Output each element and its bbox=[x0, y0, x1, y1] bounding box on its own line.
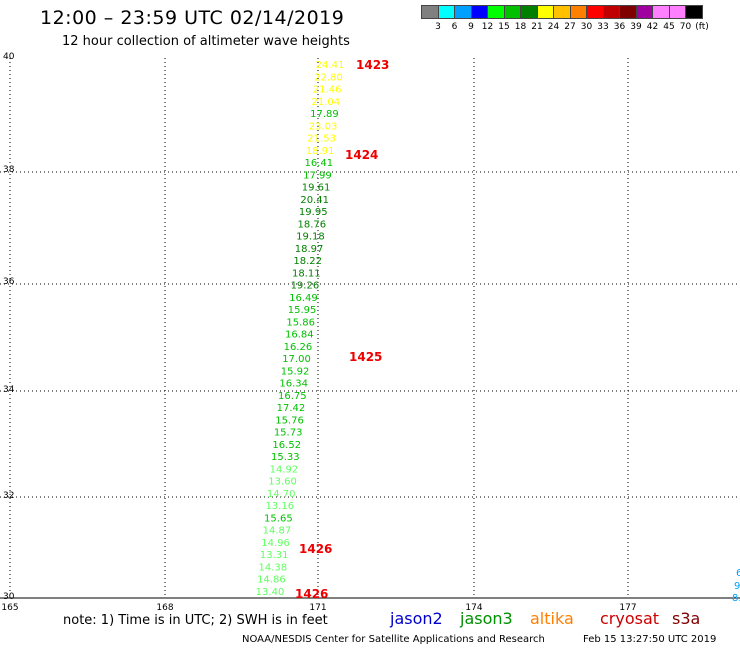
map-title: 12:00 – 23:59 UTC 02/14/2019 bbox=[40, 7, 345, 29]
swh-value: 17.89 bbox=[310, 109, 339, 120]
lat-tick-38: 38 bbox=[3, 165, 15, 175]
swh-value: 18.11 bbox=[292, 268, 321, 279]
lon-tick-168: 168 bbox=[156, 603, 174, 613]
swh-value: 19.95 bbox=[299, 207, 328, 218]
swh-value: 21.04 bbox=[311, 97, 340, 108]
scale-swatch bbox=[685, 5, 703, 19]
scale-label: 9 bbox=[468, 22, 474, 32]
swh-value: 15.76 bbox=[275, 415, 304, 426]
swh-value: 16.52 bbox=[272, 440, 301, 451]
swh-value: 15.73 bbox=[274, 428, 303, 439]
swh-value: 16.34 bbox=[279, 379, 308, 390]
pass-time-label: 1425 bbox=[349, 350, 382, 364]
scale-label: 12 bbox=[481, 22, 494, 32]
swh-value: 19.18 bbox=[296, 232, 325, 243]
lon-tick-177: 177 bbox=[619, 603, 637, 613]
map-subtitle: 12 hour collection of altimeter wave hei… bbox=[62, 34, 350, 49]
swh-value: 14.92 bbox=[270, 464, 299, 475]
scale-label: 24 bbox=[547, 22, 560, 32]
swh-value: 14.96 bbox=[261, 538, 290, 549]
swh-value: 15.65 bbox=[264, 513, 293, 524]
pass-time-label: 1424 bbox=[345, 148, 378, 162]
edge-swh-value: 8. bbox=[732, 593, 740, 604]
scale-label: 21 bbox=[531, 22, 543, 32]
pass-time-label: 1423 bbox=[356, 58, 389, 72]
pass-time-labels: 1423 1424 1425 1426 1426 bbox=[295, 58, 389, 601]
lat-tick-34: 34 bbox=[3, 385, 15, 395]
sat-cryosat: cryosat bbox=[600, 609, 660, 628]
swh-value: 15.95 bbox=[288, 305, 317, 316]
scale-label: 39 bbox=[630, 22, 642, 32]
scale-label: 6 bbox=[451, 22, 458, 32]
swh-value: 23.03 bbox=[309, 121, 338, 132]
credit-line: NOAA/NESDIS Center for Satellite Applica… bbox=[242, 634, 545, 645]
swh-value: 21.53 bbox=[307, 134, 336, 145]
scale-label: 42 bbox=[646, 22, 659, 32]
scale-label: 15 bbox=[498, 22, 510, 32]
edge-swh-value: 9 bbox=[734, 581, 740, 592]
swh-value: 16.84 bbox=[285, 330, 314, 341]
swh-value: 13.31 bbox=[260, 550, 289, 561]
pass-time-label: 1426 bbox=[299, 542, 332, 556]
swh-value: 18.22 bbox=[293, 256, 322, 267]
swh-value: 14.86 bbox=[257, 575, 286, 586]
sat-jason2: jason2 bbox=[390, 609, 443, 628]
lon-tick-165: 165 bbox=[1, 603, 19, 613]
color-scale-legend bbox=[421, 5, 703, 19]
swh-value: 16.49 bbox=[289, 293, 318, 304]
swh-value: 13.16 bbox=[265, 501, 294, 512]
swh-value: 17.00 bbox=[282, 354, 311, 365]
lon-tick-174: 174 bbox=[465, 603, 483, 613]
swh-value: 17.42 bbox=[277, 403, 306, 414]
swh-value: 18.97 bbox=[295, 244, 324, 255]
scale-label: 45 bbox=[663, 22, 675, 32]
scale-label: 30 bbox=[580, 22, 593, 32]
sat-altika: altika bbox=[530, 609, 574, 628]
edge-observations: 6 98. bbox=[732, 568, 740, 604]
footer-note: note: 1) Time is in UTC; 2) SWH is in fe… bbox=[63, 613, 328, 628]
swh-value: 19.26 bbox=[291, 281, 320, 292]
sat-s3a: s3a bbox=[672, 609, 701, 628]
swh-value: 15.33 bbox=[271, 452, 300, 463]
lat-tick-32: 32 bbox=[3, 491, 15, 501]
scale-label: 36 bbox=[613, 22, 626, 32]
swh-value: 24.41 bbox=[316, 60, 345, 71]
swh-value: 20.41 bbox=[300, 195, 329, 206]
scale-label: (ft) bbox=[695, 22, 709, 32]
swh-value: 14.87 bbox=[263, 526, 292, 537]
pass-time-label: 1426 bbox=[295, 587, 328, 601]
lat-tick-30: 30 bbox=[3, 592, 15, 602]
scale-label: 18 bbox=[514, 22, 527, 32]
scale-label: 70 bbox=[679, 22, 692, 32]
sat-jason3: jason3 bbox=[460, 609, 513, 628]
swh-value: 14.38 bbox=[258, 562, 287, 573]
swh-value: 15.92 bbox=[281, 366, 310, 377]
swh-value: 16.26 bbox=[284, 342, 313, 353]
swh-value: 22.80 bbox=[314, 72, 343, 83]
swh-value: 13.60 bbox=[268, 477, 297, 488]
swh-value: 16.41 bbox=[305, 158, 334, 169]
lat-tick-36: 36 bbox=[3, 277, 15, 287]
lat-lon-grid bbox=[0, 58, 740, 599]
swh-value: 17.99 bbox=[303, 170, 332, 181]
scale-label: 3 bbox=[435, 22, 441, 32]
scale-label: 27 bbox=[564, 22, 576, 32]
swh-value: 16.75 bbox=[278, 391, 307, 402]
swh-value: 19.61 bbox=[302, 183, 331, 194]
generated-timestamp: Feb 15 13:27:50 UTC 2019 bbox=[583, 634, 717, 645]
lon-tick-171: 171 bbox=[309, 603, 327, 613]
color-scale-labels: 3 6 9 12 15 18 21 24 27 30 33 36 39 42 45 70 (ft) bbox=[421, 22, 740, 34]
swh-value: 15.86 bbox=[286, 317, 315, 328]
swh-value: 13.40 bbox=[256, 587, 285, 598]
swh-value: 18.91 bbox=[306, 146, 335, 157]
swh-value: 21.46 bbox=[313, 85, 342, 96]
edge-swh-value: 6 bbox=[736, 568, 740, 579]
scale-label: 33 bbox=[597, 22, 609, 32]
swh-value: 18.76 bbox=[298, 219, 327, 230]
lat-tick-40: 40 bbox=[3, 52, 15, 62]
swh-value: 14.70 bbox=[267, 489, 296, 500]
